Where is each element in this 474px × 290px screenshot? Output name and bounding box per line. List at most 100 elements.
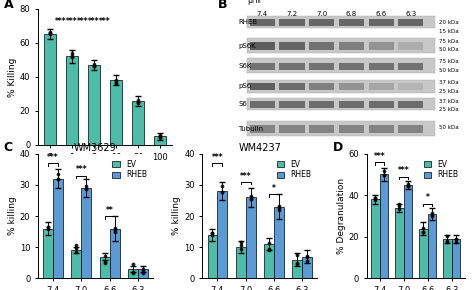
- Point: [82, 187, 90, 192]
- Bar: [339, 42, 364, 50]
- Point: [265, 248, 273, 252]
- Point: [419, 230, 427, 235]
- Text: S6: S6: [238, 101, 247, 107]
- Point: [82, 184, 90, 189]
- Bar: [309, 63, 334, 70]
- Text: ***: ***: [100, 17, 111, 26]
- Text: 25 kDa: 25 kDa: [439, 89, 459, 94]
- Bar: [428, 214, 436, 278]
- Bar: [100, 257, 109, 278]
- Point: [404, 184, 411, 188]
- Point: [111, 229, 118, 234]
- Bar: [218, 191, 228, 278]
- Text: 50 kDa: 50 kDa: [439, 125, 459, 130]
- Point: [101, 253, 109, 258]
- Bar: [339, 63, 364, 70]
- Text: 37 kDa: 37 kDa: [439, 99, 459, 104]
- Point: [380, 173, 388, 177]
- Bar: [398, 101, 423, 108]
- Point: [139, 271, 146, 276]
- Text: pS6K: pS6K: [238, 43, 256, 48]
- Point: [135, 100, 142, 105]
- Point: [139, 267, 146, 271]
- Bar: [309, 42, 334, 50]
- Text: ***: ***: [88, 17, 100, 26]
- Bar: [279, 125, 304, 133]
- Bar: [66, 56, 78, 145]
- Title: WM3629: WM3629: [74, 143, 117, 153]
- Point: [91, 62, 98, 66]
- Point: [404, 184, 411, 188]
- Text: pS6: pS6: [238, 84, 252, 89]
- Point: [139, 267, 146, 272]
- Bar: [72, 250, 82, 278]
- Text: 6.8: 6.8: [346, 11, 357, 17]
- Point: [73, 246, 80, 250]
- Y-axis label: % killing: % killing: [172, 197, 181, 235]
- Point: [444, 240, 451, 244]
- Point: [247, 197, 255, 201]
- Point: [101, 260, 109, 265]
- Bar: [368, 125, 393, 133]
- Point: [91, 63, 98, 68]
- Text: ***: ***: [240, 171, 252, 180]
- Point: [219, 190, 226, 194]
- Point: [209, 231, 216, 235]
- Bar: [398, 42, 423, 50]
- Bar: [398, 83, 423, 90]
- Bar: [154, 137, 166, 145]
- Bar: [371, 200, 380, 278]
- Point: [111, 228, 118, 233]
- Bar: [246, 197, 255, 278]
- Bar: [247, 121, 435, 136]
- Bar: [309, 125, 334, 133]
- Bar: [368, 63, 393, 70]
- Point: [46, 32, 54, 37]
- Text: D: D: [332, 141, 343, 154]
- Text: ***: ***: [47, 153, 59, 162]
- Bar: [247, 98, 435, 110]
- Text: pHₑ: pHₑ: [247, 0, 261, 5]
- Bar: [53, 179, 63, 278]
- Point: [135, 98, 142, 103]
- Bar: [208, 235, 218, 278]
- Bar: [236, 247, 246, 278]
- Point: [372, 196, 379, 200]
- Y-axis label: % killing: % killing: [8, 197, 17, 235]
- Point: [91, 63, 98, 68]
- Bar: [44, 34, 56, 145]
- Text: ***: ***: [55, 17, 67, 26]
- Point: [91, 63, 98, 68]
- Bar: [398, 63, 423, 70]
- Point: [303, 255, 311, 260]
- Point: [46, 30, 54, 34]
- Title: WM4237: WM4237: [238, 143, 281, 153]
- Point: [428, 213, 436, 218]
- Point: [112, 79, 120, 84]
- Point: [275, 208, 283, 212]
- Point: [372, 197, 379, 202]
- Bar: [309, 19, 334, 26]
- Point: [68, 55, 76, 59]
- Point: [112, 81, 120, 85]
- Bar: [250, 125, 275, 133]
- Text: ***: ***: [77, 17, 89, 26]
- Point: [247, 196, 255, 201]
- Point: [68, 52, 76, 57]
- Point: [135, 101, 142, 105]
- Text: 6.3: 6.3: [405, 11, 417, 17]
- Text: 37 kDa: 37 kDa: [439, 80, 459, 85]
- Point: [46, 31, 54, 36]
- Point: [265, 241, 273, 246]
- Text: A: A: [4, 0, 14, 11]
- Bar: [292, 260, 302, 278]
- Point: [428, 211, 436, 216]
- Point: [396, 204, 403, 209]
- Bar: [452, 239, 460, 278]
- Point: [112, 77, 120, 82]
- Bar: [43, 229, 53, 278]
- Point: [209, 233, 216, 238]
- Point: [68, 51, 76, 55]
- Point: [237, 240, 245, 245]
- Legend: EV, RHEB: EV, RHEB: [421, 157, 461, 182]
